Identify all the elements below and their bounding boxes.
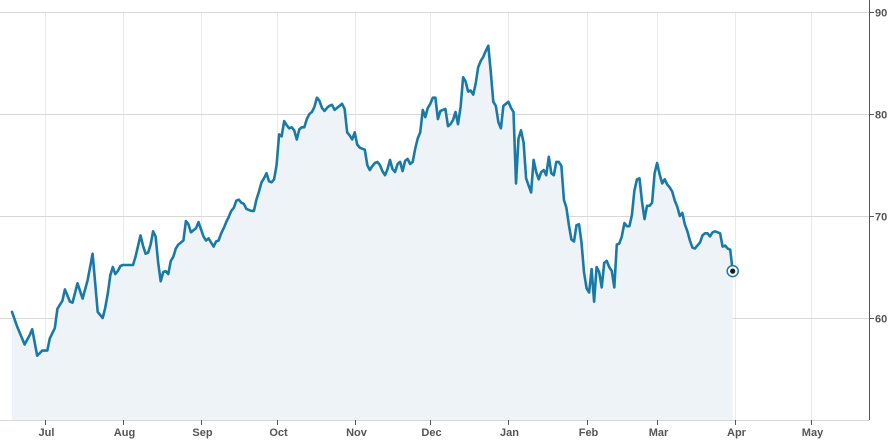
x-tick-label: Jul: [39, 427, 55, 439]
x-tick-label: Mar: [649, 427, 669, 439]
last-price-marker-dot: [730, 268, 736, 274]
x-tick-label: Aug: [114, 427, 135, 439]
x-tick-label: Jan: [500, 427, 519, 439]
axis-layer: 60 70 80 90 Jul Aug Sep Oct Nov Dec Jan Feb Mar Apr Ma…: [39, 0, 887, 439]
price-line: [10, 44, 734, 357]
y-tick-label: 80: [875, 110, 887, 122]
area-fill: [12, 45, 733, 420]
y-tick-label: 90: [875, 8, 887, 20]
x-tick-label: Nov: [346, 427, 368, 439]
x-tick-label: May: [802, 427, 824, 439]
y-tick-label: 70: [875, 212, 887, 224]
x-tick-label: Sep: [192, 427, 212, 439]
x-tick-label: Feb: [579, 427, 599, 439]
x-tick-label: Dec: [421, 427, 441, 439]
x-tick-label: Oct: [269, 427, 288, 439]
x-tick-label: Apr: [727, 427, 747, 439]
y-tick-label: 60: [875, 314, 887, 326]
marker-layer: [726, 264, 739, 278]
